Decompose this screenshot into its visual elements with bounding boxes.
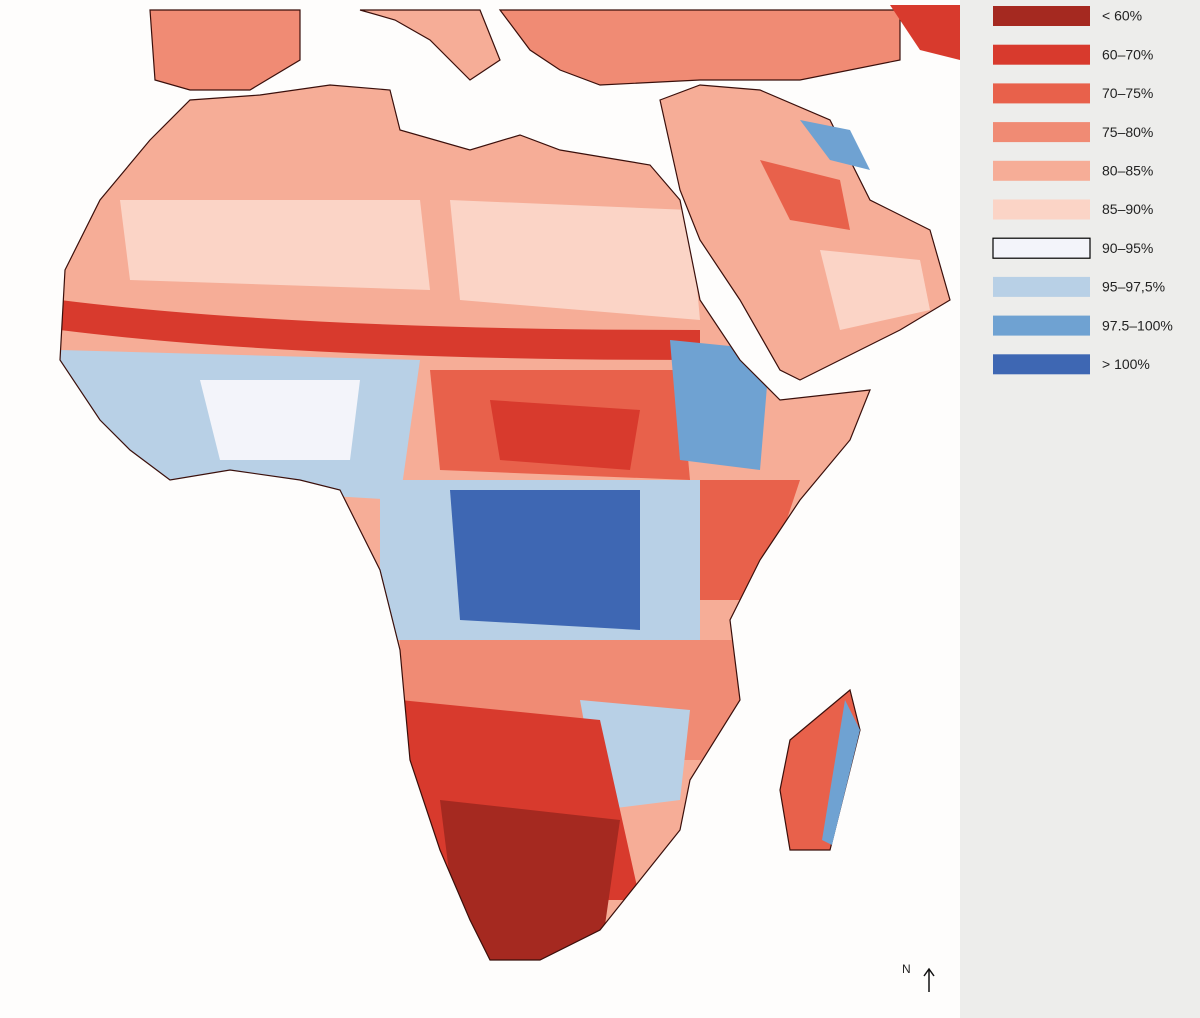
legend-swatch xyxy=(993,44,1090,65)
legend-label: < 60% xyxy=(1102,8,1142,24)
north-arrow-head xyxy=(923,967,935,977)
map: N xyxy=(59,5,960,992)
legend: < 60% 60–70% 70–75% 75–80% 80–85% 85–90% 90–95… xyxy=(992,6,1173,375)
legend-label: 60–70% xyxy=(1102,46,1153,62)
africa-outline xyxy=(59,84,871,961)
legend-swatch xyxy=(992,237,1091,259)
arabia-region xyxy=(800,120,870,170)
legend-swatch xyxy=(993,83,1090,104)
iberia xyxy=(149,9,301,91)
legend-label: 95–97,5% xyxy=(1102,279,1165,295)
legend-label: 80–85% xyxy=(1102,163,1153,179)
north-label: N xyxy=(902,962,911,976)
legend-swatch xyxy=(993,315,1090,336)
legend-label: 75–80% xyxy=(1102,124,1153,140)
legend-swatch xyxy=(993,199,1090,220)
legend-label: 90–95% xyxy=(1102,240,1153,256)
arabia-region xyxy=(760,160,850,230)
balkans-anatolia xyxy=(498,9,901,86)
legend-label: 70–75% xyxy=(1102,85,1153,101)
italy xyxy=(359,9,501,81)
legend-swatch xyxy=(993,276,1090,297)
madagascar-region xyxy=(822,700,860,845)
legend-swatch xyxy=(993,354,1090,375)
legend-swatch xyxy=(993,160,1090,181)
caucasus xyxy=(890,5,960,60)
legend-swatch xyxy=(993,122,1090,143)
legend-label: 85–90% xyxy=(1102,201,1153,217)
legend-label: 97.5–100% xyxy=(1102,317,1173,333)
arabia-region xyxy=(820,250,930,330)
legend-swatch xyxy=(993,6,1090,26)
legend-label: > 100% xyxy=(1102,356,1150,372)
